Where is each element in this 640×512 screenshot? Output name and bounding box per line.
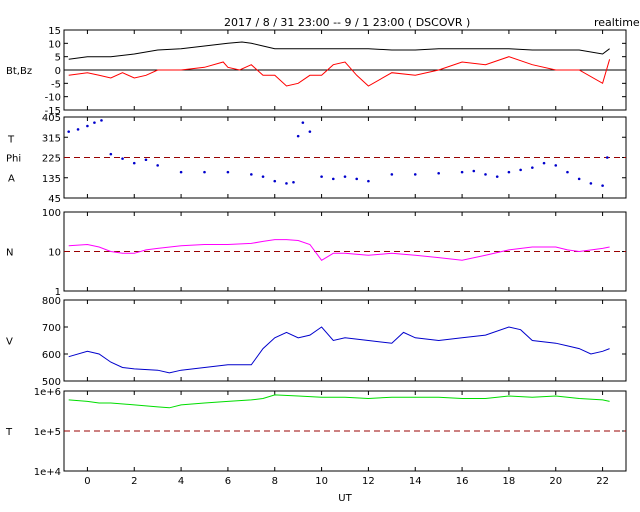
data-point bbox=[331, 177, 335, 181]
data-point bbox=[308, 130, 312, 133]
data-point bbox=[179, 170, 183, 174]
panel-frame bbox=[63, 299, 627, 382]
y-tick-label: 10 bbox=[48, 248, 61, 259]
x-tick-label: 14 bbox=[409, 476, 422, 487]
y-axis-label: V bbox=[6, 337, 13, 348]
data-point bbox=[577, 177, 581, 181]
y-tick-label: 1 bbox=[55, 287, 61, 298]
data-point bbox=[273, 179, 277, 183]
data-point bbox=[531, 166, 534, 169]
y-tick-label: 225 bbox=[42, 154, 61, 165]
y-tick-label: 5 bbox=[55, 53, 61, 64]
data-point bbox=[355, 177, 359, 181]
series-line bbox=[68, 56, 611, 87]
data-point bbox=[226, 170, 230, 174]
y-tick-label: 315 bbox=[42, 133, 61, 144]
x-tick-label: 2 bbox=[131, 476, 137, 487]
y-axis-label: Bt,Bz bbox=[6, 66, 32, 77]
y-tick-label: 700 bbox=[42, 323, 61, 334]
data-point bbox=[460, 170, 464, 174]
y-tick-label: 1e+5 bbox=[34, 427, 61, 438]
y-tick-label: 15 bbox=[48, 26, 61, 37]
data-point bbox=[67, 130, 70, 133]
x-tick-label: 4 bbox=[178, 476, 184, 487]
y-tick-label: -5 bbox=[51, 79, 61, 90]
chart-title: 2017 / 8 / 31 23:00 -- 9 / 1 23:00 ( DSC… bbox=[224, 16, 471, 29]
y-tick-label: 500 bbox=[42, 377, 61, 388]
data-point bbox=[292, 180, 295, 184]
data-point bbox=[413, 173, 417, 176]
data-point bbox=[93, 121, 96, 124]
data-point bbox=[156, 164, 159, 167]
y-axis-label: T bbox=[5, 427, 13, 438]
data-point bbox=[542, 161, 546, 165]
data-point bbox=[437, 171, 440, 175]
data-point bbox=[605, 156, 609, 159]
y-tick-label: 1e+4 bbox=[34, 467, 61, 478]
x-tick-label: 12 bbox=[362, 476, 375, 487]
y-axis-label-bottom: A bbox=[8, 174, 15, 185]
y-tick-label: 135 bbox=[42, 174, 61, 185]
series-line bbox=[68, 239, 610, 261]
data-point bbox=[589, 182, 593, 185]
data-point bbox=[132, 161, 136, 165]
y-tick-label: 405 bbox=[42, 113, 61, 124]
data-point bbox=[495, 175, 499, 178]
data-point bbox=[76, 128, 80, 131]
data-point bbox=[554, 164, 558, 167]
y-tick-label: 0 bbox=[55, 66, 61, 77]
data-point bbox=[566, 170, 569, 174]
data-point bbox=[484, 173, 487, 176]
data-point bbox=[519, 168, 522, 172]
data-point bbox=[144, 158, 148, 162]
y-tick-label: 1e+6 bbox=[34, 387, 61, 398]
data-point bbox=[100, 119, 103, 122]
y-tick-label: 100 bbox=[42, 208, 61, 219]
y-tick-label: -10 bbox=[45, 93, 61, 104]
series-line bbox=[68, 394, 610, 409]
x-tick-label: 10 bbox=[315, 476, 328, 487]
data-point bbox=[261, 175, 265, 178]
x-tick-label: 6 bbox=[225, 476, 231, 487]
realtime-badge: realtime bbox=[594, 16, 640, 29]
y-tick-label: 600 bbox=[42, 350, 61, 361]
x-axis-label: UT bbox=[338, 493, 352, 504]
y-axis-label: Phi bbox=[6, 154, 21, 165]
x-tick-label: 22 bbox=[596, 476, 609, 487]
data-point bbox=[367, 179, 370, 183]
data-point bbox=[507, 170, 511, 174]
data-point bbox=[296, 134, 300, 138]
data-point bbox=[203, 170, 206, 174]
data-point bbox=[109, 152, 113, 156]
y-axis-label: N bbox=[6, 248, 13, 259]
series-line bbox=[68, 326, 610, 374]
data-point bbox=[320, 175, 323, 178]
data-point bbox=[121, 157, 124, 160]
data-point bbox=[250, 173, 253, 176]
data-point bbox=[601, 184, 604, 187]
x-tick-label: 16 bbox=[456, 476, 469, 487]
data-point bbox=[301, 121, 305, 124]
y-tick-label: 800 bbox=[42, 296, 61, 307]
y-axis-label-top: T bbox=[7, 135, 15, 146]
x-tick-label: 20 bbox=[549, 476, 562, 487]
y-tick-label: 10 bbox=[48, 39, 61, 50]
series-line bbox=[68, 41, 610, 60]
data-point bbox=[472, 169, 476, 173]
data-point bbox=[390, 173, 394, 176]
x-tick-label: 18 bbox=[503, 476, 516, 487]
x-tick-label: 0 bbox=[84, 476, 90, 487]
x-tick-label: 8 bbox=[272, 476, 278, 487]
data-point bbox=[343, 175, 347, 178]
data-point bbox=[86, 124, 89, 128]
data-point bbox=[285, 182, 288, 185]
y-tick-label: -15 bbox=[45, 106, 61, 117]
y-tick-label: 45 bbox=[48, 194, 61, 205]
